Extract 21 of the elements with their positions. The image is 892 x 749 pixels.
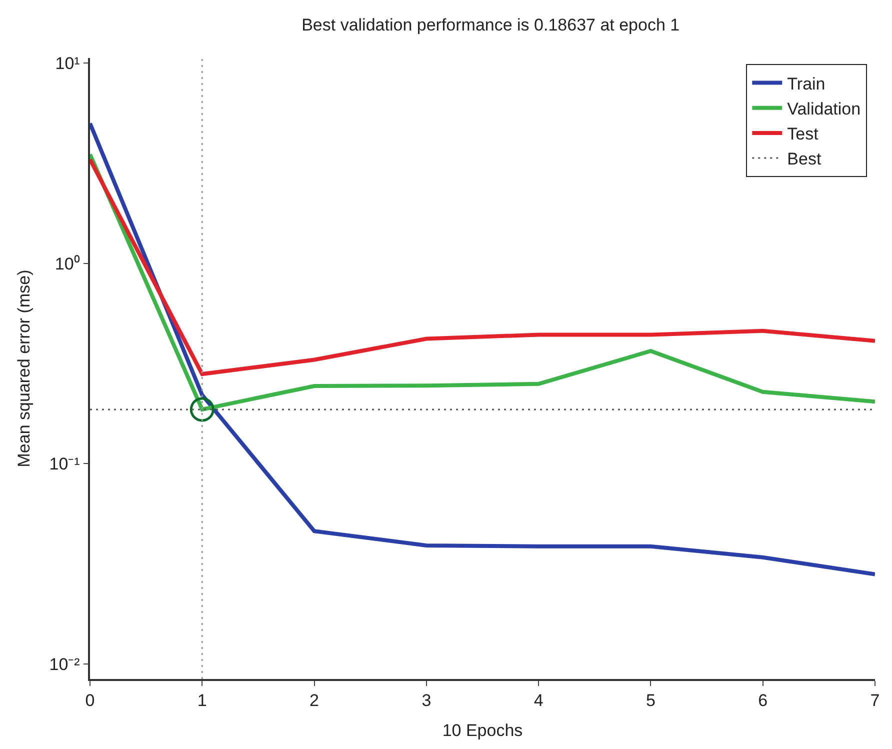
y-tick-label: 10⁻²	[49, 654, 80, 674]
y-tick-label: 10⁰	[54, 254, 80, 274]
x-axis-title: 10 Epochs	[442, 721, 523, 740]
y-axis-title: Mean squared error (mse)	[14, 270, 34, 468]
chart-title: Best validation performance is 0.18637 at epoch 1	[302, 16, 680, 35]
x-tick-label: 6	[758, 691, 768, 710]
x-tick-label: 5	[646, 691, 656, 710]
x-tick-label: 3	[422, 691, 432, 710]
legend-label: Validation	[787, 99, 861, 118]
line-series	[90, 152, 875, 412]
x-tick-label: 2	[310, 691, 320, 710]
legend-label: Train	[787, 74, 826, 94]
y-tick-label: 10¹	[55, 54, 80, 74]
x-tick-label: 0	[85, 691, 95, 710]
x-tick-label: 1	[197, 691, 207, 710]
x-tick-label: 4	[534, 691, 544, 710]
legend-label: Best	[787, 150, 822, 169]
y-tick-label: 10⁻¹	[49, 454, 80, 474]
x-tick-label: 7	[870, 691, 880, 710]
line-series	[90, 121, 875, 576]
legend-label: Test	[787, 124, 819, 144]
